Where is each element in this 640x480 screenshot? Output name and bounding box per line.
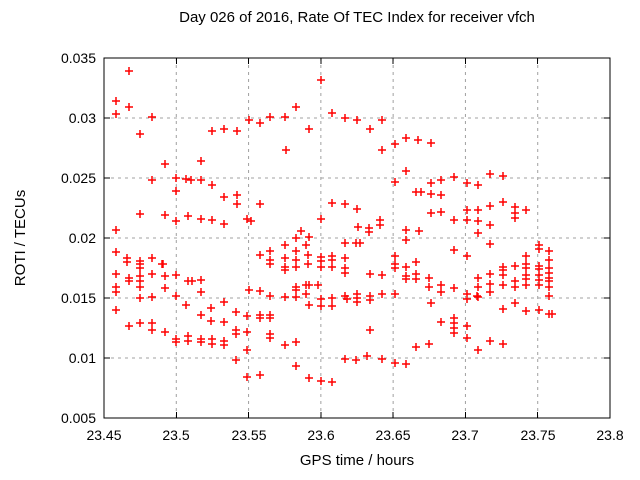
x-tick-label: 23.55 (231, 427, 266, 443)
y-tick-label: 0.005 (61, 410, 96, 426)
x-tick-label: 23.75 (520, 427, 555, 443)
x-tick-label: 23.7 (451, 427, 478, 443)
y-tick-label: 0.035 (61, 50, 96, 66)
plot-frame (103, 57, 611, 419)
data-points (112, 67, 556, 386)
x-tick-label: 23.5 (162, 427, 189, 443)
data-points-layer (112, 67, 556, 386)
y-tick-label: 0.01 (69, 350, 96, 366)
gridlines (104, 58, 610, 418)
chart-title: Day 026 of 2016, Rate Of TEC Index for r… (179, 9, 535, 26)
y-axis-label: ROTI / TECUs (12, 190, 29, 286)
x-tick-label: 23.6 (307, 427, 334, 443)
y-tick-label: 0.025 (61, 170, 96, 186)
x-tick-label: 23.65 (375, 427, 410, 443)
x-axis-label: GPS time / hours (300, 452, 414, 469)
x-tick-label: 23.45 (86, 427, 121, 443)
y-tick-label: 0.015 (61, 290, 96, 306)
x-tick-label: 23.8 (596, 427, 623, 443)
y-tick-label: 0.03 (69, 110, 96, 126)
y-tick-label: 0.02 (69, 230, 96, 246)
